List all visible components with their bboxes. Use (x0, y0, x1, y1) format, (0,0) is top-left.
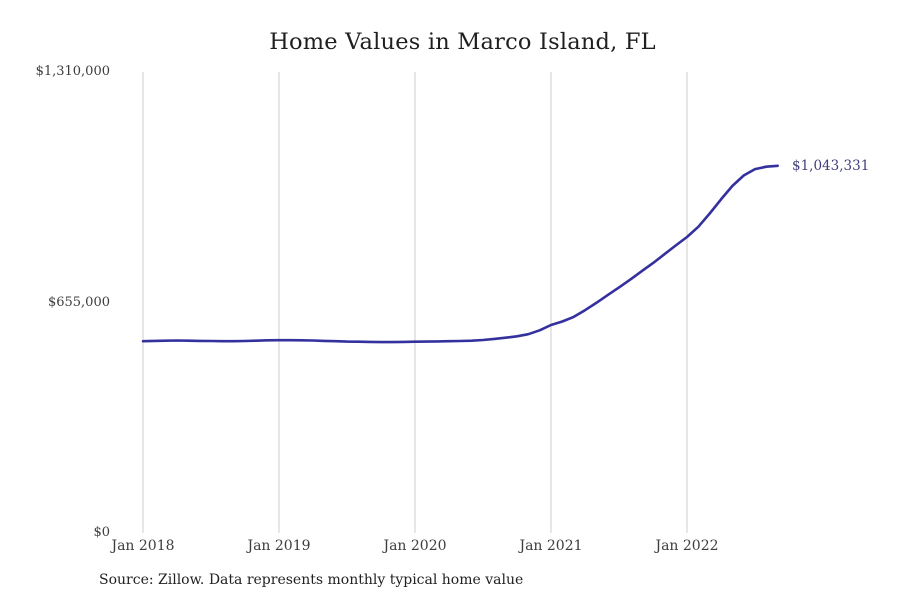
x-tick-label: Jan 2019 (247, 538, 311, 554)
series-line (141, 164, 780, 344)
end-value-label: $1,043,331 (792, 158, 870, 174)
x-tick-label: Jan 2021 (519, 538, 583, 554)
x-tick-label: Jan 2018 (111, 538, 175, 554)
y-tick-label: $0 (93, 525, 110, 540)
y-tick-label: $1,310,000 (35, 64, 110, 79)
x-tick-label: Jan 2022 (655, 538, 719, 554)
chart-title: Home Values in Marco Island, FL (269, 29, 656, 55)
y-tick-label: $655,000 (47, 295, 110, 310)
source-note: Source: Zillow. Data represents monthly … (99, 572, 524, 588)
x-tick-label: Jan 2020 (383, 538, 447, 554)
